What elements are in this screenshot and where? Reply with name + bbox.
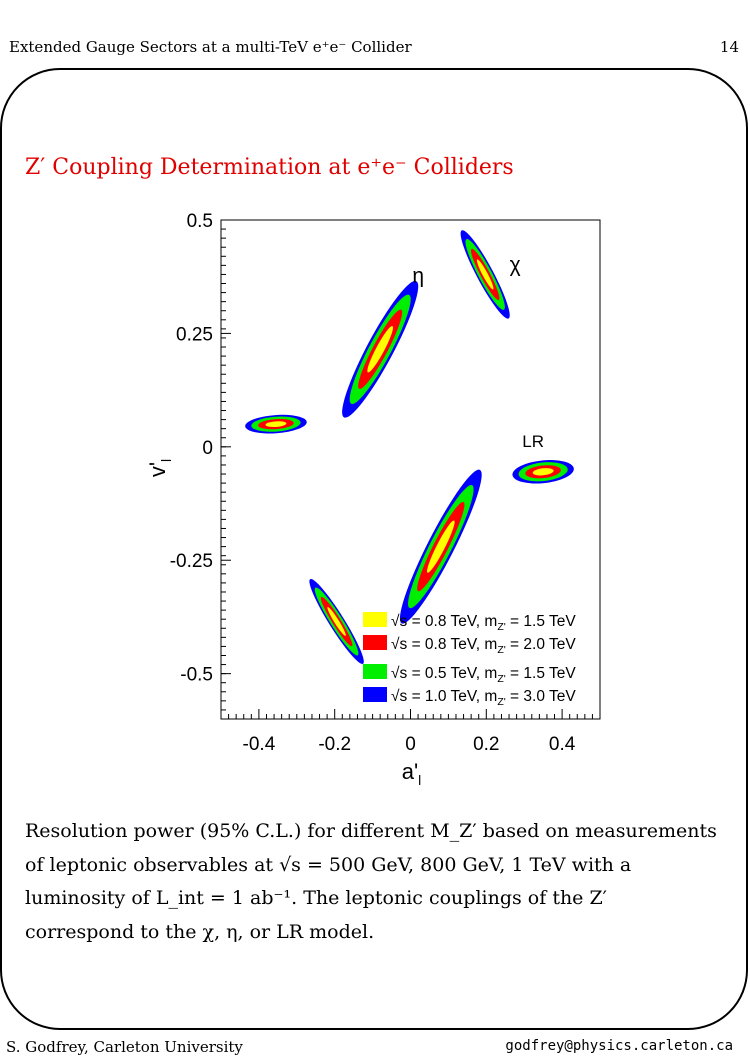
- legend-text: √s = 0.8 TeV, m: [391, 613, 497, 630]
- y-tick-label: 0.5: [187, 211, 213, 232]
- legend-sub: Z': [497, 644, 505, 656]
- contour-label: LR: [522, 432, 544, 451]
- y-axis-label: v'l: [145, 459, 174, 477]
- legend-swatch: [363, 612, 387, 627]
- x-tick-label: 0: [405, 734, 416, 755]
- legend-sub: Z': [497, 621, 505, 633]
- x-tick-label: 0.4: [549, 734, 576, 755]
- y-axis-label-sub: l: [158, 459, 174, 462]
- header-title: Extended Gauge Sectors at a multi-TeV e⁺…: [9, 38, 412, 56]
- contour-yellow: [476, 259, 494, 290]
- legend-swatch: [363, 687, 387, 702]
- caption-line-3: luminosity of L_int = 1 ab⁻¹. The lepton…: [25, 887, 607, 909]
- contour-label: η: [412, 264, 424, 287]
- caption-line-1: Resolution power (95% C.L.) for differen…: [25, 820, 717, 842]
- legend-text: √s = 0.8 TeV, m: [391, 636, 497, 653]
- contour-group: [399, 469, 482, 624]
- legend-sub: Z': [497, 696, 505, 708]
- legend-rest: = 2.0 TeV: [506, 636, 577, 653]
- legend-rest: = 1.5 TeV: [506, 665, 577, 682]
- x-tick-label: 0.2: [473, 734, 499, 755]
- contour-yellow: [532, 468, 554, 476]
- footer-author: S. Godfrey, Carleton University: [6, 1038, 243, 1056]
- coupling-chart: -0.4 -0.2 0 0.2 0.4 0.5 0.25 0 -0.25 -0.5 a'l v'l χ η…: [145, 211, 601, 788]
- footer-email: godfrey@physics.carleton.ca: [505, 1038, 733, 1054]
- x-tick-label: -0.2: [318, 734, 351, 755]
- legend-swatch: [363, 664, 387, 679]
- contour-group: [512, 460, 574, 484]
- x-tick-label: -0.4: [243, 734, 276, 755]
- slide-title: Z′ Coupling Determination at e⁺e⁻ Collid…: [25, 155, 514, 180]
- contour-group: [245, 414, 307, 434]
- legend-rest: = 3.0 TeV: [506, 688, 577, 705]
- caption-line-2: of leptonic observables at √s = 500 GeV,…: [25, 853, 632, 876]
- legend-label: √s = 0.5 TeV, mZ' = 1.5 TeV: [391, 665, 576, 685]
- y-tick-label: 0.25: [176, 324, 213, 345]
- legend-label: √s = 0.8 TeV, mZ' = 2.0 TeV: [391, 636, 576, 656]
- contour-yellow: [427, 520, 455, 573]
- page-number: 14: [719, 38, 739, 56]
- legend-text: √s = 1.0 TeV, m: [391, 688, 497, 705]
- slide-frame: [0, 68, 748, 1030]
- contour-yellow: [367, 326, 394, 373]
- x-axis-label-sub: l: [418, 772, 421, 788]
- legend-label: √s = 1.0 TeV, mZ' = 3.0 TeV: [391, 688, 576, 708]
- caption-line-4: correspond to the χ, η, or LR model.: [25, 920, 375, 943]
- caption: Resolution power (95% C.L.) for differen…: [25, 815, 725, 949]
- legend-swatch: [363, 635, 387, 650]
- contour-yellow: [327, 607, 346, 636]
- y-tick-label: -0.5: [180, 665, 213, 686]
- y-tick-label: -0.25: [170, 551, 213, 572]
- legend-label: √s = 0.8 TeV, mZ' = 1.5 TeV: [391, 613, 576, 633]
- contour-group: [342, 280, 419, 418]
- x-axis-label: a'l: [402, 759, 422, 788]
- contour-group: [309, 578, 364, 664]
- legend-text: √s = 0.5 TeV, m: [391, 665, 497, 682]
- contour-yellow: [265, 421, 287, 428]
- legend-sub: Z': [497, 673, 505, 685]
- contour-label: χ: [510, 253, 521, 276]
- legend-rest: = 1.5 TeV: [506, 613, 577, 630]
- y-tick-label: 0: [202, 438, 213, 459]
- contour-group: [460, 230, 510, 319]
